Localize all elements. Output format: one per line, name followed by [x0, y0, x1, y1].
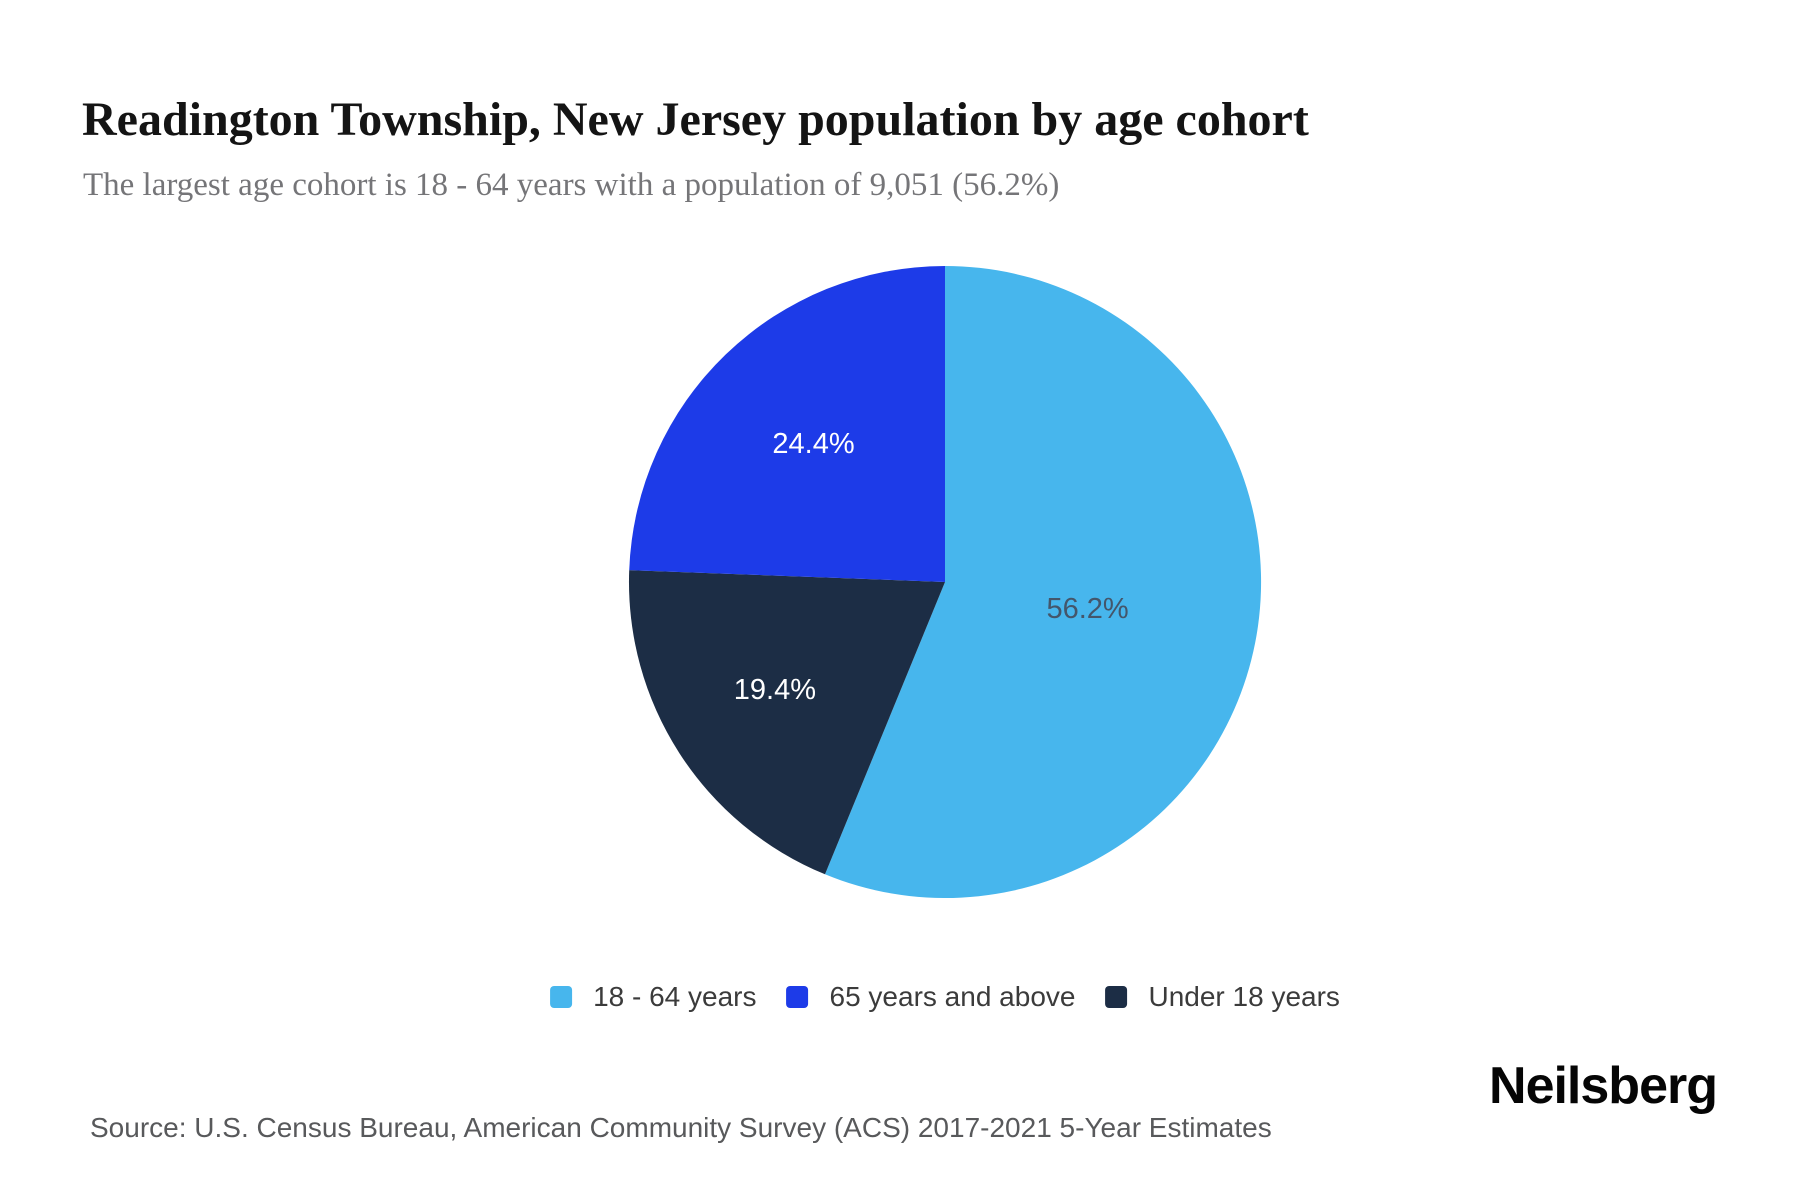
- legend-swatch-under-18-years: [1105, 986, 1128, 1008]
- chart-legend: 18 - 64 years 65 years and above Under 18 …: [550, 981, 1340, 1013]
- pie-slice-65-years-and-above[interactable]: [629, 266, 945, 582]
- neilsberg-logo: Neilsberg: [1489, 1057, 1718, 1115]
- legend-item-under-18-years[interactable]: Under 18 years: [1105, 981, 1340, 1013]
- legend-item-18-64-years[interactable]: 18 - 64 years: [550, 981, 757, 1013]
- page-subtitle: The largest age cohort is 18 - 64 years …: [83, 167, 1060, 203]
- pie-slice-18-64-years[interactable]: [825, 266, 1262, 898]
- legend-label: Under 18 years: [1148, 981, 1340, 1012]
- legend-item-65-years-and-above[interactable]: 65 years and above: [786, 981, 1076, 1013]
- pie-slice-under-18-years[interactable]: [628, 570, 945, 875]
- page-title: Readington Township, New Jersey populati…: [82, 93, 1309, 147]
- legend-swatch-18-64-years: [550, 986, 573, 1008]
- legend-label: 65 years and above: [829, 981, 1076, 1012]
- source-note: Source: U.S. Census Bureau, American Com…: [90, 1112, 1272, 1143]
- legend-label: 18 - 64 years: [593, 981, 757, 1012]
- legend-swatch-65-years-and-above: [786, 986, 809, 1008]
